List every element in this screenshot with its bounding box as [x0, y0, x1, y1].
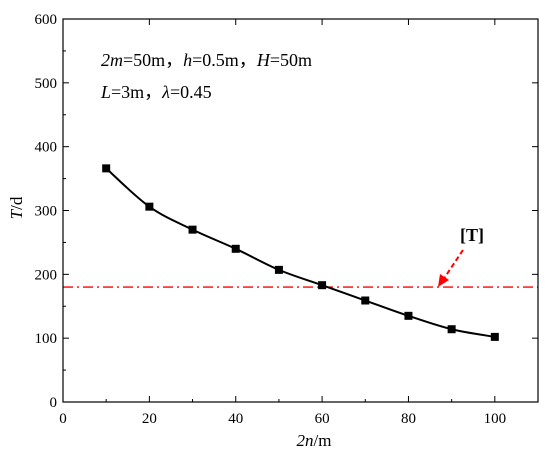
- series-line: [105, 167, 495, 338]
- y-tick-label: 0: [50, 395, 58, 411]
- reference-arrow-shaft: [442, 249, 464, 281]
- plot-frame: [62, 18, 539, 403]
- data-point: [145, 202, 154, 211]
- y-tick-label: 400: [35, 140, 58, 156]
- y-tick-label: 600: [35, 12, 58, 28]
- y-tick-label: 300: [35, 204, 58, 220]
- x-tick-label: 100: [484, 411, 507, 427]
- data-point: [274, 265, 283, 274]
- x-tick-labels: 0 20 40 60 80 100: [59, 411, 506, 427]
- y-tick-labels: 0 100 200 300 400 500 600: [35, 12, 58, 411]
- y-tick-label: 500: [35, 76, 58, 92]
- data-point: [361, 296, 370, 305]
- annotation-line-2: L=3m，λ=0.45: [100, 82, 212, 102]
- reference-line-label: [T]: [460, 225, 484, 245]
- annotation-line-1: 2m=50m，h=0.5m，H=50m: [101, 50, 312, 70]
- y-tick-label: 100: [35, 331, 58, 347]
- data-point: [404, 311, 413, 320]
- data-point: [188, 225, 197, 234]
- data-point: [318, 281, 327, 290]
- data-point: [490, 332, 499, 341]
- x-tick-label: 80: [401, 411, 416, 427]
- reference-arrow-head: [438, 274, 449, 287]
- y-axis-label: T/d: [7, 196, 26, 219]
- data-point: [102, 164, 111, 173]
- x-axis-label: 2n/m: [297, 431, 332, 450]
- x-tick-label: 0: [59, 411, 67, 427]
- data-point: [447, 325, 456, 334]
- x-tick-label: 20: [142, 411, 157, 427]
- data-point: [231, 244, 240, 253]
- y-tick-label: 200: [35, 267, 58, 283]
- x-tick-label: 60: [315, 411, 330, 427]
- plot-area: [62, 18, 539, 403]
- x-tick-label: 40: [228, 411, 243, 427]
